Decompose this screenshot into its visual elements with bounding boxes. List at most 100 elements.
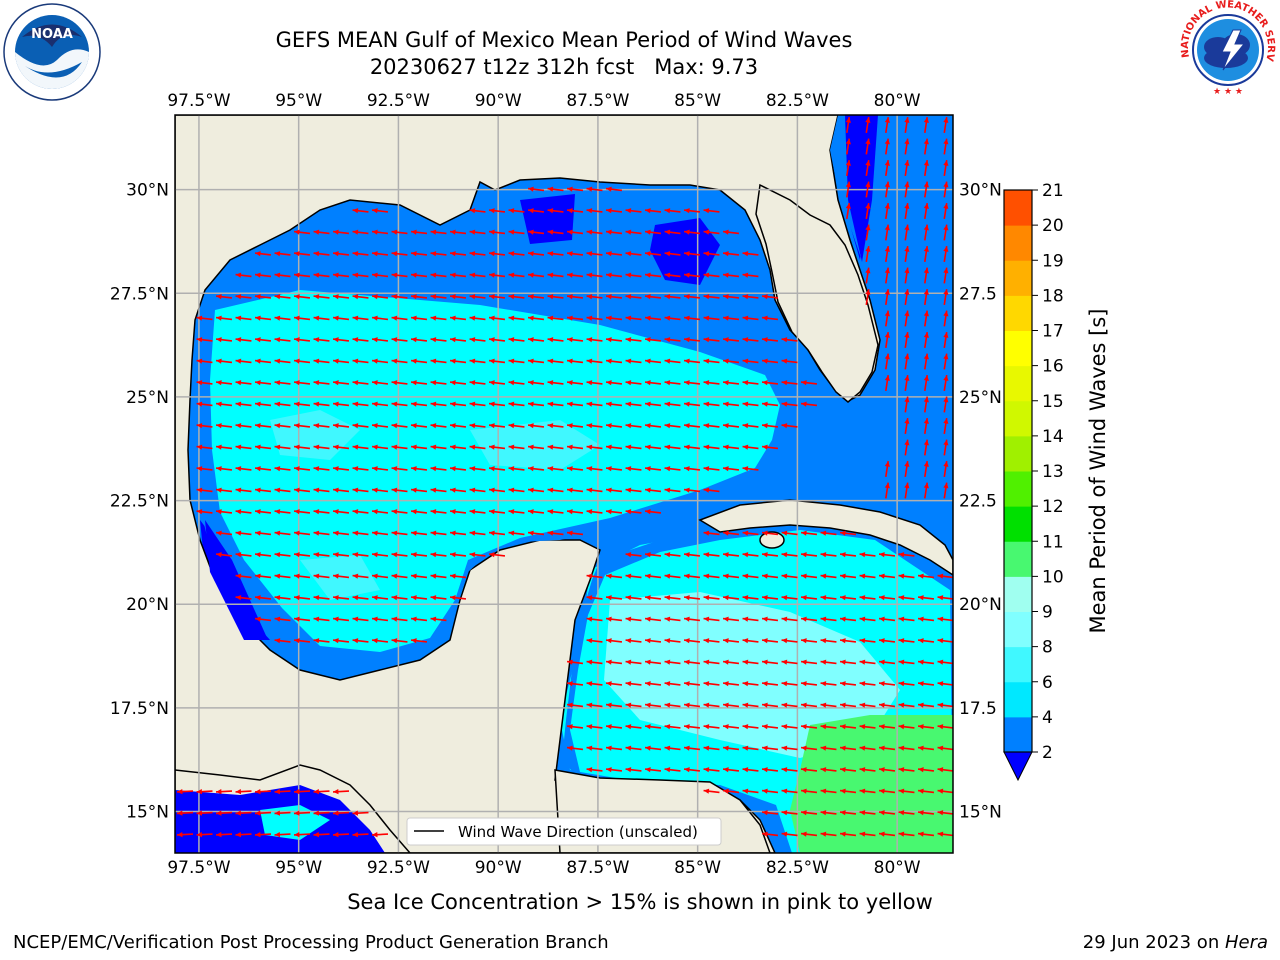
wind-arrow xyxy=(878,552,896,558)
wind-arrow xyxy=(313,810,330,816)
wind-arrow xyxy=(742,337,759,343)
wind-arrow xyxy=(781,788,798,794)
wind-arrow xyxy=(313,789,330,795)
wind-arrow xyxy=(547,208,564,214)
wind-arrow xyxy=(566,724,584,730)
wind-arrow xyxy=(820,810,837,816)
colorbar-segment xyxy=(1004,716,1032,753)
wind-arrow xyxy=(683,208,701,214)
wind-arrow xyxy=(644,466,662,472)
wind-arrow xyxy=(943,224,949,241)
wind-arrow xyxy=(469,401,486,407)
wind-arrow xyxy=(274,251,291,257)
wind-arrow xyxy=(904,138,910,155)
wind-arrow xyxy=(664,208,681,214)
wind-arrow xyxy=(664,595,681,601)
wind-arrow xyxy=(644,659,662,665)
wind-arrow xyxy=(917,745,935,751)
wind-arrow xyxy=(742,616,759,622)
wind-arrow xyxy=(644,745,662,751)
wind-arrow xyxy=(605,659,623,665)
wind-arrow xyxy=(839,810,857,816)
wind-arrow xyxy=(683,659,701,665)
wind-arrow xyxy=(254,595,272,601)
wind-arrow xyxy=(904,439,910,456)
wind-arrow xyxy=(586,745,603,751)
wind-arrow xyxy=(586,616,603,622)
colorbar-tick-label: 20 xyxy=(1042,216,1064,236)
wind-arrow xyxy=(781,380,798,386)
wind-arrow xyxy=(449,272,467,278)
wind-arrow xyxy=(859,616,876,622)
wind-arrow xyxy=(235,337,252,343)
wind-arrow xyxy=(664,380,681,386)
wind-arrow xyxy=(586,659,603,665)
wind-arrow xyxy=(274,358,291,364)
wind-arrow xyxy=(761,595,779,601)
wind-arrow xyxy=(625,573,642,579)
wind-arrow xyxy=(430,552,447,558)
wind-arrow xyxy=(566,444,584,450)
wind-arrow xyxy=(943,181,949,198)
wind-arrow xyxy=(781,552,798,558)
wind-arrow xyxy=(508,401,525,407)
wind-arrow xyxy=(430,337,447,343)
wind-arrow xyxy=(898,831,915,837)
wind-arrow xyxy=(664,724,681,730)
wind-arrow xyxy=(391,358,408,364)
wind-arrow xyxy=(703,530,720,536)
wind-arrow xyxy=(215,832,233,838)
wind-arrow xyxy=(371,552,389,558)
wind-arrow xyxy=(722,401,740,407)
wind-arrow xyxy=(449,380,467,386)
lon-tick-label: 87.5°W xyxy=(566,858,629,878)
wind-arrow xyxy=(800,831,818,837)
wind-arrow xyxy=(469,272,486,278)
wind-arrow xyxy=(215,401,233,407)
wind-arrow xyxy=(625,294,642,300)
wind-arrow xyxy=(235,272,252,278)
wind-arrow xyxy=(605,315,623,321)
wind-arrow xyxy=(644,423,662,429)
wind-arrow xyxy=(508,208,525,214)
wind-arrow xyxy=(586,423,603,429)
wind-arrow xyxy=(196,401,213,407)
wind-arrow xyxy=(820,595,837,601)
wind-arrow xyxy=(943,396,949,413)
wind-arrow xyxy=(878,767,896,773)
wind-arrow xyxy=(644,401,662,407)
lat-tick-label: 25°N xyxy=(959,388,1002,408)
wind-arrow xyxy=(820,659,837,665)
wind-arrow xyxy=(820,831,837,837)
wind-arrow xyxy=(527,466,545,472)
wind-arrow xyxy=(625,466,642,472)
wind-arrow xyxy=(313,444,330,450)
wind-arrow xyxy=(449,358,467,364)
wind-arrow xyxy=(937,681,953,687)
wind-arrow xyxy=(917,659,935,665)
wind-arrow xyxy=(196,810,213,816)
lon-tick-label: 80°W xyxy=(874,91,921,111)
wind-arrow xyxy=(761,552,779,558)
wind-arrow xyxy=(742,401,759,407)
wind-arrow xyxy=(371,530,389,536)
wind-arrow xyxy=(449,401,467,407)
colorbar-label: Mean Period of Wind Waves [s] xyxy=(1086,309,1110,634)
wind-arrow xyxy=(527,208,545,214)
colorbar-segment xyxy=(1004,330,1032,367)
wind-wave-arrows xyxy=(176,116,953,838)
wind-arrow xyxy=(884,159,890,177)
wind-arrow xyxy=(943,353,949,370)
wind-arrow xyxy=(371,294,389,300)
wind-arrow xyxy=(254,337,272,343)
wind-arrow xyxy=(215,337,233,343)
wind-arrow xyxy=(196,380,213,386)
wind-arrow xyxy=(605,702,623,708)
wind-arrow xyxy=(761,831,779,837)
wind-arrow xyxy=(332,337,350,343)
wind-arrow xyxy=(625,358,642,364)
wind-arrow xyxy=(800,638,818,644)
wind-arrow xyxy=(547,444,564,450)
wind-arrow xyxy=(508,251,525,257)
wind-arrow xyxy=(683,380,701,386)
